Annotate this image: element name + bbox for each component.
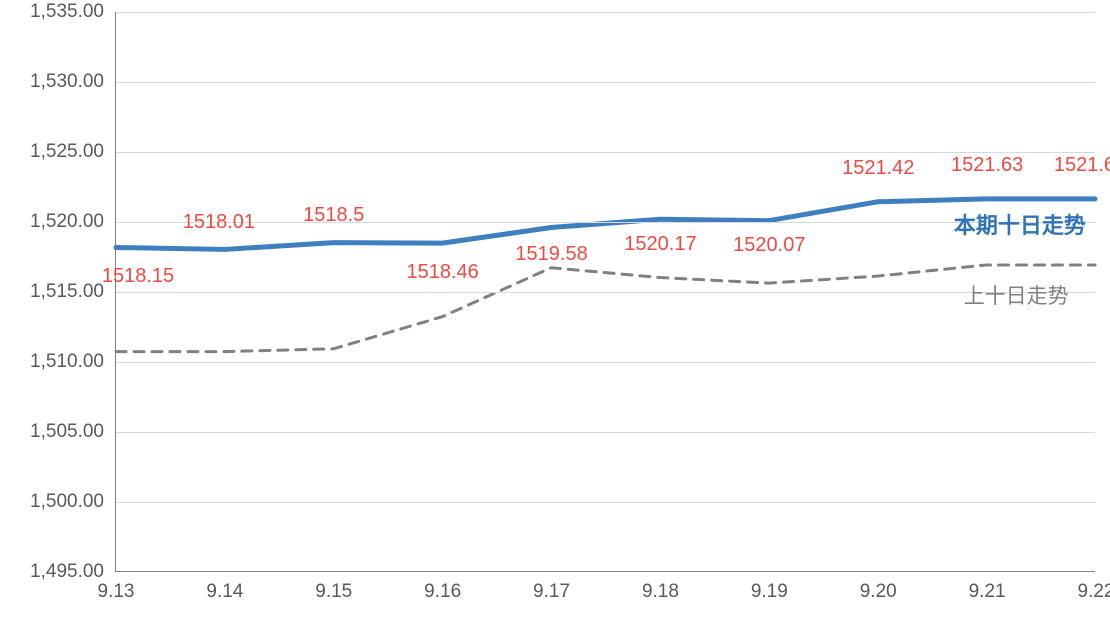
- y-tick-label: 1,530.00: [30, 71, 116, 93]
- y-tick-label: 1,500.00: [30, 491, 116, 513]
- y-tick-label: 1,520.00: [30, 211, 116, 233]
- y-tick-label: 1,535.00: [30, 1, 116, 23]
- y-tick-label: 1,515.00: [30, 281, 116, 303]
- x-tick-label: 9.14: [206, 571, 243, 603]
- x-tick-label: 9.13: [98, 571, 135, 603]
- x-tick-label: 9.20: [860, 571, 897, 603]
- data-label: 1518.46: [407, 261, 479, 284]
- y-tick-label: 1,505.00: [30, 421, 116, 443]
- x-tick-label: 9.17: [533, 571, 570, 603]
- x-tick-label: 9.15: [315, 571, 352, 603]
- data-label: 1520.17: [624, 233, 696, 256]
- gridline: [116, 152, 1095, 153]
- gridline: [116, 502, 1095, 503]
- plot-area: 1,495.001,500.001,505.001,510.001,515.00…: [115, 12, 1095, 572]
- legend-label-previous: 上十日走势: [964, 280, 1069, 310]
- data-label: 1521.63: [951, 154, 1023, 177]
- series-line-current: [116, 199, 1095, 250]
- x-tick-label: 9.18: [642, 571, 679, 603]
- legend-label-current: 本期十日走势: [954, 208, 1086, 240]
- x-tick-label: 9.21: [969, 571, 1006, 603]
- y-tick-label: 1,510.00: [30, 351, 116, 373]
- data-label: 1521.63: [1054, 154, 1110, 177]
- gridline: [116, 362, 1095, 363]
- gridline: [116, 292, 1095, 293]
- data-label: 1519.58: [515, 243, 587, 266]
- y-tick-label: 1,525.00: [30, 141, 116, 163]
- gridline: [116, 82, 1095, 83]
- data-label: 1518.5: [303, 204, 364, 227]
- data-label: 1520.07: [733, 234, 805, 257]
- line-chart: 1,495.001,500.001,505.001,510.001,515.00…: [0, 0, 1110, 620]
- gridline: [116, 222, 1095, 223]
- data-label: 1521.42: [842, 157, 914, 180]
- x-tick-label: 9.19: [751, 571, 788, 603]
- x-tick-label: 9.16: [424, 571, 461, 603]
- x-tick-label: 9.22: [1078, 571, 1110, 603]
- gridline: [116, 432, 1095, 433]
- series-line-previous: [116, 265, 1095, 352]
- gridline: [116, 12, 1095, 13]
